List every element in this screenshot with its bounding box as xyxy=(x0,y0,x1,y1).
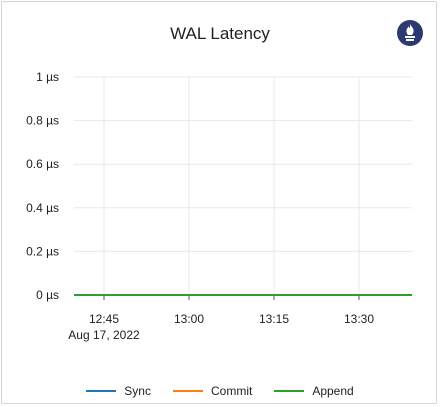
legend-swatch xyxy=(173,390,203,392)
legend-label: Commit xyxy=(211,384,252,398)
y-tick-label: 0.2 µs xyxy=(26,244,59,258)
x-tick-label: 12:45 xyxy=(89,312,119,326)
legend-label: Sync xyxy=(124,384,151,398)
legend-label: Append xyxy=(312,384,353,398)
chart-legend: Sync Commit Append xyxy=(2,384,438,398)
y-tick-label: 0.8 µs xyxy=(26,114,59,128)
legend-item-sync[interactable]: Sync xyxy=(86,384,151,398)
x-tick-label: 13:15 xyxy=(259,312,289,326)
y-tick-label: 1 µs xyxy=(36,70,59,84)
y-tick-label: 0 µs xyxy=(36,288,59,302)
x-tick-label: 13:30 xyxy=(344,312,374,326)
legend-item-append[interactable]: Append xyxy=(274,384,353,398)
legend-item-commit[interactable]: Commit xyxy=(173,384,252,398)
legend-swatch xyxy=(274,390,304,392)
y-tick-label: 0.4 µs xyxy=(26,201,59,215)
chart-plot-area: 0 µs 0.2 µs 0.4 µs 0.6 µs 0.8 µs 1 µs 12:45 13:… xyxy=(2,2,438,372)
x-date-label: Aug 17, 2022 xyxy=(68,328,140,342)
x-tick-label: 13:00 xyxy=(174,312,204,326)
legend-swatch xyxy=(86,390,116,392)
y-tick-label: 0.6 µs xyxy=(26,157,59,171)
